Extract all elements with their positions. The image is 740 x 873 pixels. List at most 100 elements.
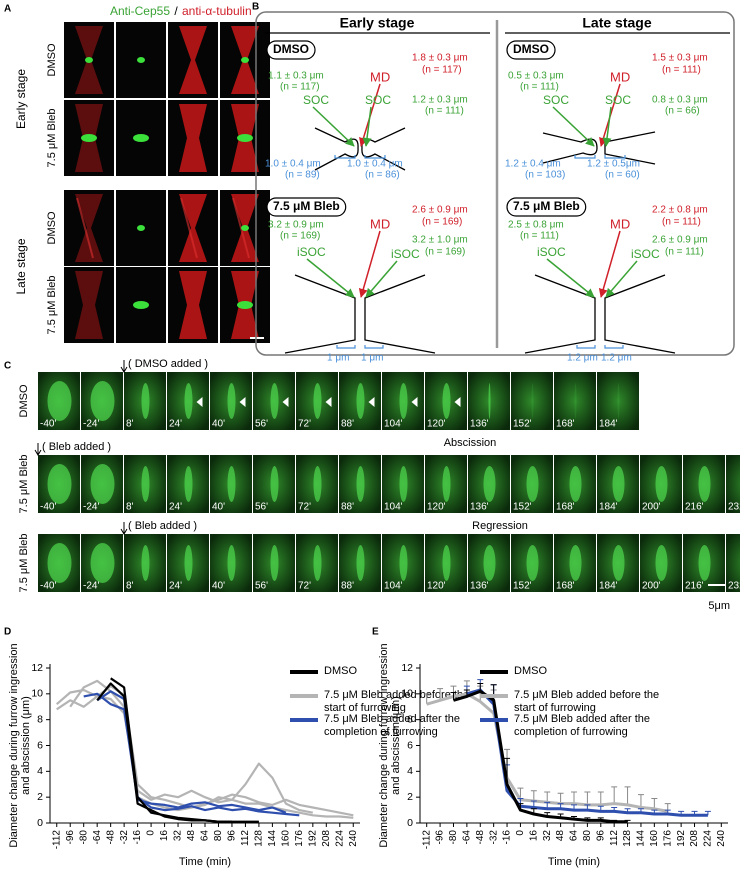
error-bar <box>571 791 577 804</box>
cell-signal <box>90 381 115 421</box>
time-label: 232' <box>728 581 740 592</box>
y-axis-label: Diameter change during furrow ingression <box>378 643 390 847</box>
tubulin-signal <box>179 26 207 94</box>
trace-line <box>69 679 354 817</box>
cell-signal <box>227 383 236 419</box>
stain-title-green: Anti-Cep55 <box>110 4 170 18</box>
time-label: -40' <box>40 581 56 592</box>
tubulin-signal <box>75 271 103 339</box>
cell-signal <box>574 383 577 419</box>
cell-outline <box>524 274 676 354</box>
x-tick-label: 128 <box>254 830 265 847</box>
x-tick-label: 208 <box>321 830 332 847</box>
soc-label: SOC <box>605 93 631 107</box>
cell-signal <box>531 383 534 419</box>
soc-n: (n = 117) <box>280 82 320 93</box>
error-bar <box>544 791 551 803</box>
time-label: 232' <box>728 502 740 513</box>
time-label: 72' <box>298 419 311 430</box>
y-tick-label: 6 <box>407 739 413 751</box>
cell-signal <box>612 545 625 581</box>
cep55-signal <box>241 225 249 231</box>
time-label: 120' <box>427 581 446 592</box>
time-label: 104' <box>384 502 403 513</box>
soc-n: (n = 169) <box>425 247 465 258</box>
cell-signal <box>569 466 582 502</box>
x-tick-label: -16 <box>502 830 513 845</box>
legend-entry: 7.5 μM Bleb added after the completion o… <box>514 713 650 738</box>
error-bar <box>437 688 444 701</box>
cell-signal <box>270 466 279 502</box>
y-tick-label: 6 <box>37 739 43 751</box>
event-label: ( Bleb added ) <box>42 441 111 453</box>
cell-outline <box>284 274 436 354</box>
x-tick-label: -80 <box>448 830 459 845</box>
event-arrowhead <box>120 528 128 535</box>
y-tick-label: 12 <box>31 662 43 674</box>
soc-n: (n = 111) <box>520 231 559 242</box>
panel-letter: E <box>372 627 379 638</box>
cell-signal <box>483 466 496 502</box>
cell-signal <box>488 383 491 419</box>
x-tick-label: -48 <box>475 830 486 845</box>
legend-entry: DMSO <box>514 665 547 677</box>
cell-signal <box>356 545 365 581</box>
stain-title-sep: / <box>174 4 178 18</box>
width-bracket <box>364 155 386 159</box>
md-value: 1.5 ± 0.3 μm <box>652 53 708 64</box>
legend-label: 7.5 μM Bleb added before the start of fu… <box>514 689 660 714</box>
width-bracket <box>574 155 596 159</box>
stage-title: Late stage <box>582 15 651 31</box>
soc-arrow <box>362 106 372 147</box>
event-caption: Abscission <box>444 437 497 449</box>
x-axis-label: Time (min) <box>179 856 231 868</box>
time-label: 104' <box>384 419 403 430</box>
time-label: -40' <box>40 419 56 430</box>
cell-signal <box>526 466 539 502</box>
cell-signal <box>612 466 625 502</box>
x-tick-label: -48 <box>105 830 116 845</box>
condition-box <box>506 40 556 60</box>
x-tick-label: 16 <box>528 830 539 842</box>
legend-entry: 7.5 μM Bleb added before the start of fu… <box>514 689 660 714</box>
x-tick-label: 32 <box>173 830 184 842</box>
time-label: 56' <box>255 581 268 592</box>
panel-letter: B <box>252 2 259 13</box>
tubulin-signal <box>179 271 207 339</box>
error-bar <box>530 790 537 802</box>
condition-box <box>266 40 316 60</box>
soc-value: 3.2 ± 1.0 μm <box>412 235 468 246</box>
time-label: 184' <box>599 502 618 513</box>
md-arrow <box>358 230 381 298</box>
x-tick-label: -112 <box>421 830 432 850</box>
cell-signal <box>47 543 72 583</box>
error-bar <box>597 791 604 805</box>
time-label: 72' <box>298 581 311 592</box>
x-tick-label: 144 <box>636 830 647 847</box>
soc-n: (n = 169) <box>280 231 320 242</box>
time-label: 216' <box>685 581 704 592</box>
error-bar <box>611 786 618 804</box>
cep55-signal <box>237 301 253 309</box>
y-tick-label: 2 <box>37 791 43 803</box>
cell-signal <box>90 543 115 583</box>
x-tick-label: 224 <box>334 830 345 847</box>
tubulin-signal <box>179 194 207 262</box>
legend-label: DMSO <box>514 665 547 677</box>
soc-label: SOC <box>303 93 329 107</box>
md-n: (n = 169) <box>422 217 462 228</box>
cell-signal <box>526 545 539 581</box>
soc-value: 3.2 ± 0.9 μm <box>268 220 324 231</box>
width-value: 1 μm <box>327 353 349 364</box>
time-label: 136' <box>470 581 489 592</box>
x-tick-label: 16 <box>159 830 170 842</box>
legend-entry: DMSO <box>324 665 357 677</box>
stain-title-red: anti-α-tubulin <box>182 4 252 18</box>
condition-box <box>266 197 347 217</box>
scale-bar-label: 5μm <box>708 600 730 612</box>
cep55-signal <box>133 301 149 309</box>
x-tick-label: 128 <box>622 830 633 847</box>
legend-label: 7.5 μM Bleb added after the completion o… <box>514 713 650 738</box>
x-tick-label: 96 <box>595 830 606 842</box>
